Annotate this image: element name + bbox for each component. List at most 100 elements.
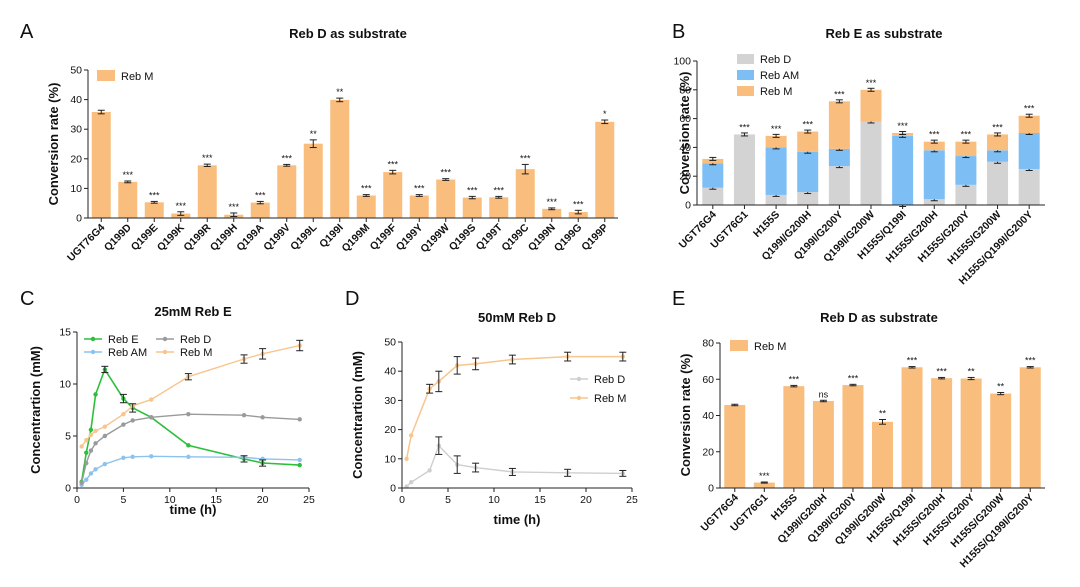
panel-e-y-tick-label: 60 bbox=[702, 374, 714, 386]
panel-d-legend-label: Reb M bbox=[594, 393, 626, 405]
panel-a-significance: *** bbox=[467, 185, 478, 195]
panel-a-significance: *** bbox=[255, 190, 266, 200]
panel-c-data-point bbox=[84, 437, 89, 443]
panel-c-x-tick-label: 25 bbox=[303, 494, 315, 506]
panel-e-bar bbox=[753, 482, 775, 488]
panel-a-x-tick-label: Q199N bbox=[526, 222, 558, 254]
panel-c-data-point bbox=[88, 448, 94, 453]
panel-a-significance: *** bbox=[440, 168, 451, 178]
panel-a-significance: *** bbox=[520, 153, 531, 163]
panel-b-bar-reb-m bbox=[987, 134, 1009, 151]
panel-b-bar-reb-d bbox=[955, 184, 977, 205]
panel-b-bar-reb-d bbox=[765, 194, 787, 205]
panel-a-bar bbox=[515, 169, 535, 218]
panel-b-legend-label: Reb AM bbox=[760, 70, 799, 82]
panel-c-y-tick-label: 15 bbox=[59, 327, 71, 339]
panel-c-legend-marker bbox=[162, 336, 168, 342]
panel-a-y-tick-label: 0 bbox=[76, 213, 82, 225]
panel-e-legend-swatch bbox=[730, 340, 748, 351]
panel-e-significance: ns bbox=[819, 389, 829, 399]
panel-d-y-tick-label: 10 bbox=[384, 453, 396, 465]
panel-b-bar-reb-am bbox=[1018, 133, 1040, 169]
panel-a-x-tick-label: Q199D bbox=[102, 221, 134, 253]
panel-a-x-tick-label: Q199R bbox=[181, 221, 213, 253]
panel-c-data-point bbox=[88, 427, 94, 432]
panel-a-significance: *** bbox=[202, 153, 213, 163]
panel-b-bar-reb-d bbox=[733, 134, 755, 205]
panel-c-x-tick-label: 0 bbox=[74, 494, 80, 506]
panel-c-legend-marker bbox=[162, 349, 168, 355]
panel-c-legend-label: Reb M bbox=[180, 347, 212, 359]
panel-d-x-label: time (h) bbox=[494, 512, 541, 527]
panel-c-title: 25mM Reb E bbox=[154, 304, 232, 319]
panel-d-data-point bbox=[404, 456, 409, 461]
panel-a-significance: *** bbox=[149, 190, 160, 200]
panel-c-series-line bbox=[81, 344, 300, 447]
panel-e-significance: ** bbox=[879, 408, 887, 418]
panel-a-x-tick-label: Q199T bbox=[474, 221, 506, 253]
panel-d-legend-label: Reb D bbox=[594, 374, 625, 386]
panel-b-significance: *** bbox=[992, 122, 1003, 132]
panel-c-x-tick-label: 20 bbox=[257, 494, 269, 506]
panel-c-data-point bbox=[84, 460, 89, 466]
panel-a-y-tick-label: 20 bbox=[70, 153, 82, 165]
panel-b-bar-reb-am bbox=[702, 163, 724, 188]
panel-a-bar bbox=[436, 179, 456, 218]
panel-e-bar bbox=[812, 401, 834, 488]
panel-b-significance: *** bbox=[1024, 104, 1035, 114]
panel-d-x-tick-label: 0 bbox=[399, 494, 405, 506]
panel-c-data-point bbox=[130, 454, 135, 459]
panel-a-bar bbox=[383, 172, 403, 218]
panel-d-x-tick-label: 15 bbox=[534, 494, 546, 506]
panel-a-significance: *** bbox=[175, 201, 186, 211]
panel-c-data-point bbox=[260, 415, 265, 420]
panel-d-x-tick-label: 20 bbox=[580, 494, 592, 506]
panel-b-bar-reb-m bbox=[797, 131, 819, 152]
panel-e-bar bbox=[1019, 367, 1041, 488]
panel-c-data-point bbox=[93, 467, 98, 472]
panel-a-significance: ** bbox=[336, 87, 344, 97]
panel-b-significance: *** bbox=[802, 120, 813, 130]
panel-a-bar bbox=[542, 208, 562, 218]
panel-d-data-point bbox=[409, 433, 414, 438]
panel-e-bar bbox=[842, 385, 864, 488]
panel-d-data-point bbox=[427, 468, 432, 473]
panel-c-x-tick-label: 15 bbox=[210, 494, 222, 506]
panel-a-bar bbox=[568, 212, 588, 218]
panel-a-bar bbox=[144, 202, 164, 218]
panel-c-data-point bbox=[102, 461, 108, 467]
panel-c-data-point bbox=[121, 455, 126, 461]
panel-b-significance: *** bbox=[897, 121, 908, 131]
panel-b-significance: *** bbox=[961, 130, 972, 140]
panel-c-y-tick-label: 10 bbox=[59, 379, 71, 391]
panel-e-title: Reb D as substrate bbox=[820, 310, 938, 325]
panel-b-significance: *** bbox=[739, 122, 750, 132]
panel-a-significance: *** bbox=[361, 184, 372, 194]
panel-c-series-line bbox=[81, 455, 300, 486]
panel-c-legend-label: Reb D bbox=[180, 334, 211, 346]
panel-b-legend-swatch bbox=[737, 70, 754, 80]
panel-b-significance: *** bbox=[929, 130, 940, 140]
panel-a-significance: *** bbox=[281, 153, 292, 163]
panel-c-data-point bbox=[186, 443, 191, 448]
panel-c-data-point bbox=[241, 413, 247, 418]
panel-e-significance: *** bbox=[848, 373, 859, 383]
panel-a-bar bbox=[250, 202, 270, 218]
panel-d-x-tick-label: 10 bbox=[488, 494, 500, 506]
panel-c-data-point bbox=[88, 471, 94, 476]
panel-b-y-tick-label: 20 bbox=[679, 171, 691, 183]
panel-b-bar-reb-d bbox=[702, 187, 724, 205]
panel-b-letter: B bbox=[672, 21, 685, 43]
panel-c-legend-label: Reb E bbox=[108, 334, 139, 346]
panel-b-bar-reb-d bbox=[987, 161, 1009, 205]
panel-b-bar-reb-m bbox=[828, 101, 850, 149]
panel-b-bar-reb-m bbox=[955, 141, 977, 157]
panel-d-y-tick-label: 30 bbox=[384, 395, 396, 407]
panel-e-significance: *** bbox=[907, 356, 918, 366]
panel-e-significance: *** bbox=[936, 366, 947, 376]
panel-c-legend-marker bbox=[90, 349, 96, 355]
panel-d-y-tick-label: 0 bbox=[390, 483, 396, 495]
panel-a-x-tick-label: Q199P bbox=[579, 222, 611, 254]
panel-b-bar-reb-m bbox=[702, 158, 724, 164]
panel-a-x-tick-label: Q199H bbox=[208, 222, 240, 254]
